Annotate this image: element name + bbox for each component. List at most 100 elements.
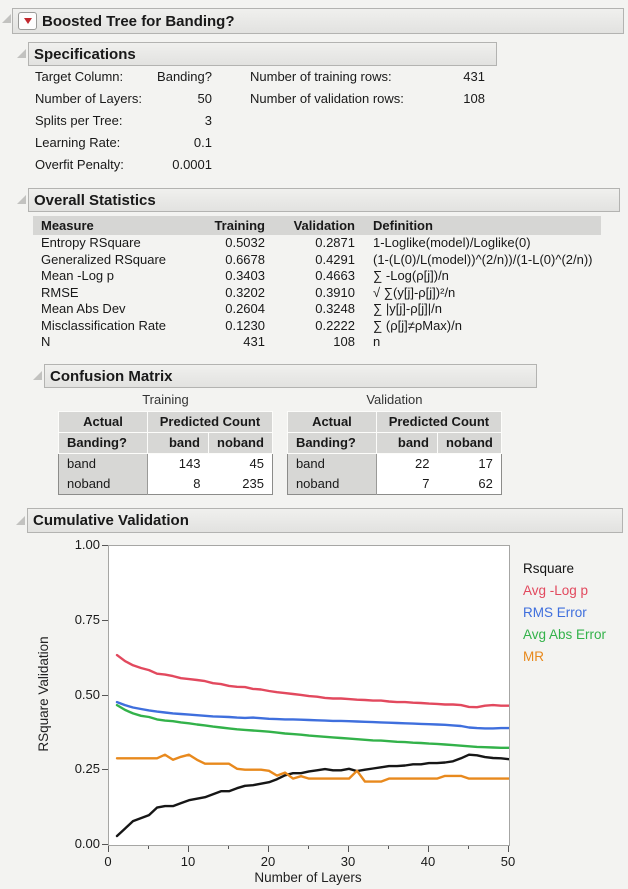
legend-item-mr: MR xyxy=(523,649,544,664)
stats-row: N 431 108 n xyxy=(33,334,601,351)
confusion-count-cell: 17 xyxy=(437,453,502,474)
spec-row: Number of training rows: 431 xyxy=(250,66,485,88)
plot-area xyxy=(108,545,510,846)
specifications-left-column: Target Column: Banding? Number of Layers: 5… xyxy=(35,66,212,176)
confusion-matrix-header-bar[interactable]: Confusion Matrix xyxy=(44,364,537,388)
legend-item-avg-abs-error: Avg Abs Error xyxy=(523,627,607,642)
stats-cell: Generalized RSquare xyxy=(41,251,167,267)
disclosure-triangle-root[interactable] xyxy=(2,14,11,23)
stats-cell: 0.2222 xyxy=(315,317,355,333)
stats-row: Misclassification Rate 0.1230 0.2222 ∑ (ρ[j… xyxy=(33,318,601,335)
y-tick-mark xyxy=(102,619,108,621)
specifications-header-bar[interactable]: Specifications xyxy=(28,42,497,66)
spec-label: Number of Layers: xyxy=(35,91,142,106)
stats-cell: 0.3202 xyxy=(225,284,265,300)
stats-cell: 0.3248 xyxy=(315,301,355,316)
confusion-matrix-grid: Actual Predicted Count Banding? band noband b… xyxy=(58,411,273,495)
confusion-table-training: Training Actual Predicted Count Banding? ban… xyxy=(58,392,273,495)
predicted-level-header: noband xyxy=(436,432,502,454)
report-title: Boosted Tree for Banding? xyxy=(42,12,235,30)
disclosure-triangle-specifications[interactable] xyxy=(17,49,26,58)
confusion-caption: Validation xyxy=(366,392,423,407)
stats-cell: Mean -Log p xyxy=(41,268,114,283)
stats-header-row: Measure Training Validation Definition xyxy=(33,216,601,235)
stats-cell: 1-Loglike(model)/Loglike(0) xyxy=(373,235,531,250)
confusion-matrix-tables: Training Actual Predicted Count Banding? ban… xyxy=(58,392,502,495)
y-tick-label: 0.00 xyxy=(74,836,100,851)
stats-cell: 0.3910 xyxy=(315,284,355,300)
confusion-count-cell: 22 xyxy=(376,453,438,474)
confusion-count-cell: 62 xyxy=(437,474,502,495)
stats-cell: 0.5032 xyxy=(225,235,265,250)
stats-column-header: Validation xyxy=(273,216,363,235)
report-title-bar[interactable]: Boosted Tree for Banding? xyxy=(12,8,624,34)
stats-cell: Entropy RSquare xyxy=(41,235,141,250)
x-tick-label: 20 xyxy=(260,854,276,869)
x-tick-label: 10 xyxy=(180,854,196,869)
x-axis-title: Number of Layers xyxy=(254,870,362,885)
x-minor-tick-mark xyxy=(308,846,309,849)
confusion-count-cell: 8 xyxy=(147,474,209,495)
stats-cell: ∑ (ρ[j]≠ρMax)/n xyxy=(373,317,462,333)
stats-row: Entropy RSquare 0.5032 0.2871 1-Loglike(mod… xyxy=(33,235,601,252)
y-tick-label: 0.75 xyxy=(74,611,100,627)
stats-cell: 0.4663 xyxy=(315,268,355,283)
cumulative-validation-header-bar[interactable]: Cumulative Validation xyxy=(27,508,623,533)
x-minor-tick-mark xyxy=(148,846,149,849)
confusion-subheader-row: Banding? band noband xyxy=(286,432,502,454)
response-header-cell: Banding? xyxy=(286,432,377,454)
confusion-caption: Training xyxy=(142,392,189,407)
stats-cell: (1-(L(0)/L(model))^(2/n))/(1-L(0)^(2/n)) xyxy=(373,251,593,267)
stats-cell: Misclassification Rate xyxy=(41,317,166,333)
stats-column-header: Definition xyxy=(363,216,601,235)
actual-level-label: noband xyxy=(58,474,148,495)
series-line-avg-abs-error xyxy=(115,703,509,750)
stats-cell: √ ∑(y[j]-ρ[j])²/n xyxy=(373,284,456,300)
spec-value: 0.0001 xyxy=(172,157,212,172)
x-tick-mark xyxy=(268,846,269,852)
predicted-level-header: band xyxy=(147,432,209,454)
y-axis-title: RSquare Validation xyxy=(36,636,51,752)
confusion-count-cell: 143 xyxy=(147,453,209,474)
overall-statistics-header-bar[interactable]: Overall Statistics xyxy=(28,188,620,212)
predicted-count-header-cell: Predicted Count xyxy=(147,411,273,433)
stats-cell: 431 xyxy=(243,334,265,349)
actual-level-label: noband xyxy=(287,474,377,495)
stats-cell: 0.4291 xyxy=(315,251,355,267)
spec-label: Target Column: xyxy=(35,69,124,84)
overall-statistics-title: Overall Statistics xyxy=(34,191,156,209)
x-tick-mark xyxy=(188,846,189,852)
red-triangle-menu-button[interactable] xyxy=(18,12,37,30)
response-header-cell: Banding? xyxy=(58,432,148,454)
disclosure-triangle-cumulative-validation[interactable] xyxy=(16,516,25,525)
confusion-matrix-grid: Actual Predicted Count Banding? band noband b… xyxy=(286,411,502,495)
y-tick-mark xyxy=(102,694,108,696)
series-line-mr xyxy=(115,753,509,783)
series-line-rms-error xyxy=(115,700,509,730)
spec-label: Number of validation rows: xyxy=(250,91,404,106)
y-tick-label: 0.50 xyxy=(74,686,100,702)
disclosure-triangle-confusion-matrix[interactable] xyxy=(33,371,42,380)
x-tick-mark xyxy=(508,846,509,852)
spec-row: Splits per Tree: 3 xyxy=(35,110,212,132)
overall-statistics-table: Measure Training Validation Definition Entr… xyxy=(33,216,601,351)
spec-value: 108 xyxy=(463,91,485,106)
spec-label: Splits per Tree: xyxy=(35,113,123,128)
stats-cell: 0.3403 xyxy=(225,268,265,283)
confusion-data-row: band 22 17 xyxy=(287,453,502,474)
confusion-subheader-row: Banding? band noband xyxy=(58,432,273,454)
spec-row: Number of validation rows: 108 xyxy=(250,88,485,110)
chart-legend: Rsquare Avg -Log p RMS Error Avg Abs Error M… xyxy=(523,558,606,668)
confusion-header-row: Actual Predicted Count xyxy=(286,411,502,433)
stats-column-header: Training xyxy=(197,216,273,235)
disclosure-triangle-overall-statistics[interactable] xyxy=(17,195,26,204)
spec-value: 3 xyxy=(204,113,212,128)
stats-cell: 0.1230 xyxy=(225,317,265,333)
confusion-matrix-title: Confusion Matrix xyxy=(50,367,173,385)
stats-cell: RMSE xyxy=(41,284,79,300)
spec-row: Number of Layers: 50 xyxy=(35,88,212,110)
plot-series-svg xyxy=(115,653,509,838)
x-tick-mark xyxy=(428,846,429,852)
stats-row: Generalized RSquare 0.6678 0.4291 (1-(L(0)/… xyxy=(33,252,601,269)
